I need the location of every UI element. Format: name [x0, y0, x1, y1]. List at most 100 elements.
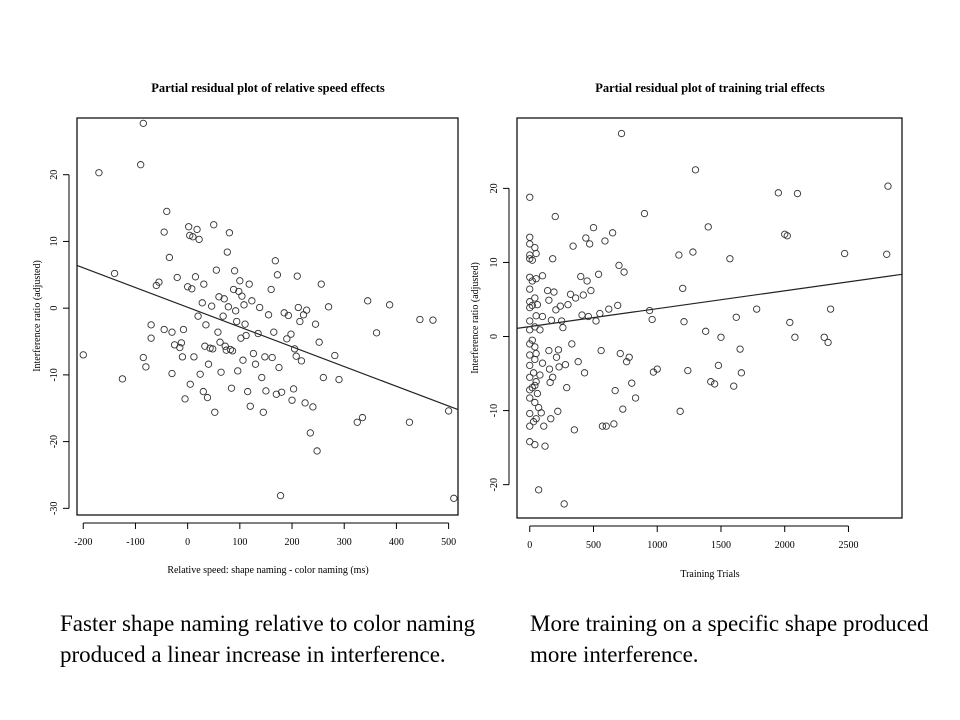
data-point: [317, 280, 325, 288]
y-axis-label: Interference ratio (adjusted): [32, 260, 43, 372]
data-point: [676, 407, 684, 415]
data-point: [79, 351, 87, 359]
regression-line: [516, 273, 903, 329]
data-point: [292, 352, 300, 360]
caption-right: More training on a specific shape produc…: [530, 611, 929, 667]
data-point: [531, 381, 539, 390]
data-point: [353, 418, 361, 426]
data-point: [224, 303, 233, 311]
fit-line: [516, 273, 903, 329]
x-tick-label: 200: [285, 537, 300, 548]
data-point: [208, 302, 216, 310]
x-tick-label: 2000: [775, 540, 795, 551]
data-point: [299, 311, 308, 319]
y-tick-label: -10: [489, 404, 500, 417]
data-point: [315, 338, 323, 346]
data-point: [212, 266, 221, 274]
data-point: [276, 492, 285, 500]
data-point: [118, 375, 127, 383]
data-point: [221, 342, 229, 350]
data-point: [268, 353, 276, 362]
data-point: [239, 356, 247, 364]
data-point: [707, 378, 715, 386]
plot-frame: [76, 117, 459, 516]
data-point: [883, 250, 891, 258]
data-point: [202, 321, 210, 329]
data-point: [311, 320, 320, 328]
data-point: [526, 233, 534, 241]
data-point: [248, 297, 256, 305]
data-point: [385, 301, 394, 309]
data-point: [526, 422, 534, 430]
data-point: [246, 402, 254, 410]
data-point: [702, 327, 710, 335]
data-point: [537, 409, 545, 417]
data-point: [137, 161, 145, 169]
scatter-plots: Partial residual plot of relative speed …: [32, 81, 903, 580]
data-point: [244, 387, 252, 396]
data-point: [191, 273, 200, 281]
data-point: [532, 378, 540, 386]
data-point: [289, 385, 298, 393]
data-point: [579, 291, 587, 299]
data-point: [319, 373, 327, 382]
data-point: [185, 223, 193, 231]
data-point: [675, 251, 683, 259]
data-point: [284, 311, 293, 320]
data-point: [429, 316, 437, 324]
data-point: [583, 277, 591, 285]
x-tick-label: 100: [232, 537, 247, 548]
x-tick-label: 0: [185, 537, 190, 548]
y-tick-label: 20: [49, 170, 60, 180]
x-axis-label: Training Trials: [680, 569, 739, 580]
data-point: [271, 257, 279, 265]
data-point: [549, 373, 557, 381]
data-point: [529, 369, 538, 377]
data-point: [526, 373, 534, 381]
x-tick-label: 500: [586, 540, 601, 551]
data-point: [528, 301, 536, 310]
data-point: [245, 280, 253, 288]
data-point: [791, 333, 799, 341]
data-point: [211, 408, 219, 416]
data-point: [168, 369, 176, 378]
data-point: [272, 390, 281, 398]
data-point: [680, 318, 688, 326]
data-point: [364, 297, 372, 305]
data-point: [622, 358, 631, 366]
data-point: [147, 334, 155, 342]
data-point: [535, 486, 543, 494]
data-point: [288, 396, 296, 404]
data-point: [547, 415, 555, 423]
caption-left: Faster shape naming relative to color na…: [60, 611, 476, 667]
data-point: [296, 317, 304, 326]
data-point: [552, 306, 560, 314]
data-point: [884, 182, 892, 190]
data-point: [194, 312, 202, 320]
data-point: [531, 355, 539, 364]
data-point: [313, 447, 321, 455]
data-point: [540, 422, 548, 430]
data-point: [541, 442, 549, 450]
data-point: [264, 311, 273, 319]
data-point: [277, 388, 286, 396]
data-point: [543, 286, 552, 295]
data-point: [596, 309, 604, 318]
data-point: [783, 232, 791, 240]
data-point: [679, 284, 687, 293]
data-point: [236, 277, 244, 285]
data-point: [532, 349, 540, 358]
data-point: [532, 312, 540, 320]
data-point: [232, 307, 240, 315]
data-point: [267, 285, 275, 294]
data-point: [177, 339, 186, 347]
data-point: [160, 325, 168, 334]
data-point: [648, 315, 656, 324]
data-point: [574, 358, 582, 366]
y-tick-label: 0: [49, 306, 60, 311]
data-point: [234, 367, 242, 375]
data-point: [188, 285, 196, 293]
data-point: [238, 292, 246, 300]
data-point: [189, 233, 197, 241]
